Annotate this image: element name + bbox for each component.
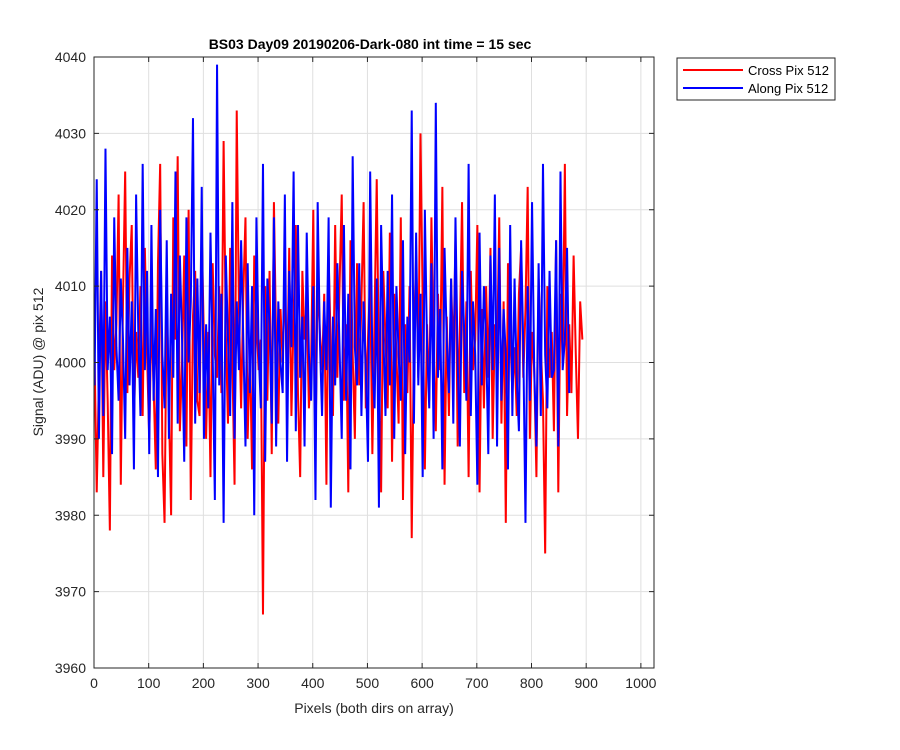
y-tick-label: 3980 bbox=[55, 507, 86, 523]
x-tick-label: 100 bbox=[137, 675, 161, 691]
y-tick-label: 3960 bbox=[55, 660, 86, 676]
y-tick-label: 4040 bbox=[55, 49, 86, 65]
y-tick-label: 4010 bbox=[55, 278, 86, 294]
x-tick-label: 500 bbox=[356, 675, 380, 691]
y-tick-label: 4020 bbox=[55, 202, 86, 218]
x-tick-label: 1000 bbox=[625, 675, 656, 691]
x-tick-label: 900 bbox=[575, 675, 599, 691]
x-axis-label: Pixels (both dirs on array) bbox=[294, 700, 454, 716]
y-tick-label: 4000 bbox=[55, 355, 86, 371]
x-tick-label: 700 bbox=[465, 675, 489, 691]
x-tick-label: 800 bbox=[520, 675, 544, 691]
y-tick-label: 3990 bbox=[55, 431, 86, 447]
legend-box bbox=[676, 57, 836, 101]
axis-ticks: 0 100 200 300 400 500 600 700 800 900 1000 3960 3970… bbox=[55, 49, 657, 691]
chart-title: BS03 Day09 20190206-Dark-080 int time = … bbox=[209, 36, 532, 52]
x-tick-label: 300 bbox=[246, 675, 270, 691]
series-line-along-pix-512 bbox=[93, 64, 571, 523]
x-tick-label: 400 bbox=[301, 675, 325, 691]
x-tick-label: 200 bbox=[192, 675, 216, 691]
series-lines bbox=[93, 64, 584, 615]
y-axis-label: Signal (ADU) @ pix 512 bbox=[30, 287, 46, 436]
legend: Cross Pix 512 Along Pix 512 bbox=[676, 57, 836, 101]
x-tick-label: 600 bbox=[410, 675, 434, 691]
legend-label-cross: Cross Pix 512 bbox=[748, 63, 829, 78]
legend-label-along: Along Pix 512 bbox=[748, 81, 828, 96]
y-tick-label: 4030 bbox=[55, 125, 86, 141]
y-tick-label: 3970 bbox=[55, 584, 86, 600]
x-tick-label: 0 bbox=[90, 675, 98, 691]
